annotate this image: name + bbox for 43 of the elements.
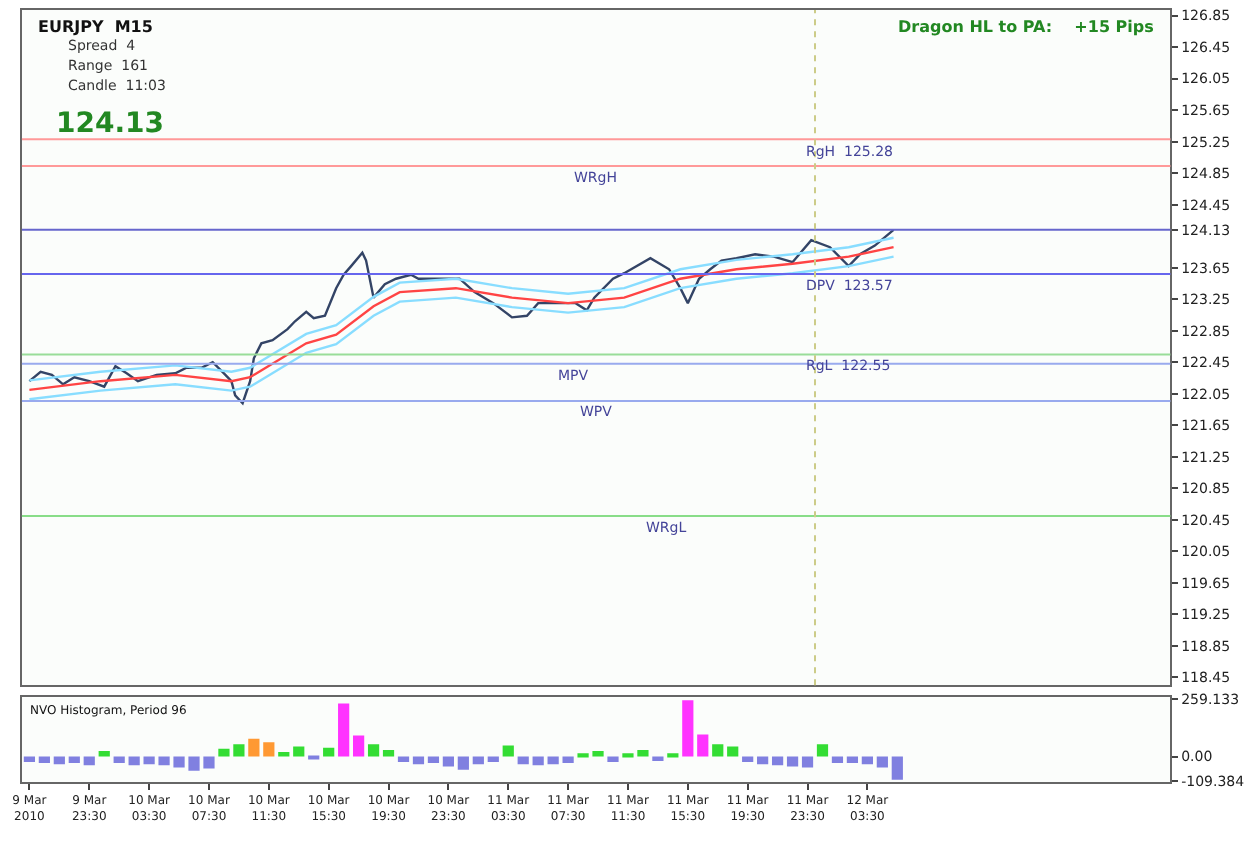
- bar: [532, 756, 544, 766]
- bar: [786, 756, 799, 767]
- bar: [697, 734, 709, 757]
- bar: [128, 756, 140, 766]
- bar: [891, 756, 903, 780]
- bar: [547, 756, 559, 765]
- bar: [68, 756, 80, 764]
- bar: [412, 756, 425, 765]
- bar: [562, 756, 574, 764]
- bar: [427, 756, 440, 764]
- bar: [38, 756, 50, 764]
- bar: [801, 756, 814, 768]
- bar: [23, 756, 36, 762]
- bar: [487, 756, 499, 762]
- text: EURJPY M15: [38, 18, 154, 36]
- bar: [338, 703, 350, 757]
- bar: [682, 700, 694, 757]
- line-series: [28, 228, 895, 405]
- bar: [816, 744, 829, 757]
- bar: [846, 756, 859, 764]
- bar: [263, 742, 275, 757]
- bar: [367, 744, 380, 757]
- annotation: Dragon HL to PA: +15 Pips: [898, 18, 1155, 36]
- bar: [113, 756, 125, 764]
- bar: [502, 745, 514, 757]
- bar: [83, 756, 95, 766]
- bar: [397, 756, 410, 762]
- bar: [771, 756, 784, 766]
- bar: [457, 756, 469, 770]
- bar: [517, 756, 529, 765]
- bar: [472, 756, 484, 765]
- bar: [53, 756, 65, 765]
- bar: [712, 744, 724, 757]
- bar: [353, 735, 365, 757]
- bar: [442, 756, 454, 767]
- bar: [876, 756, 888, 768]
- bar: [248, 738, 260, 757]
- bar: [742, 756, 754, 762]
- bar: [831, 756, 844, 764]
- bar: [757, 756, 769, 765]
- bar: [861, 756, 873, 765]
- annotation: 124.13: [56, 108, 165, 140]
- bar: [607, 756, 619, 762]
